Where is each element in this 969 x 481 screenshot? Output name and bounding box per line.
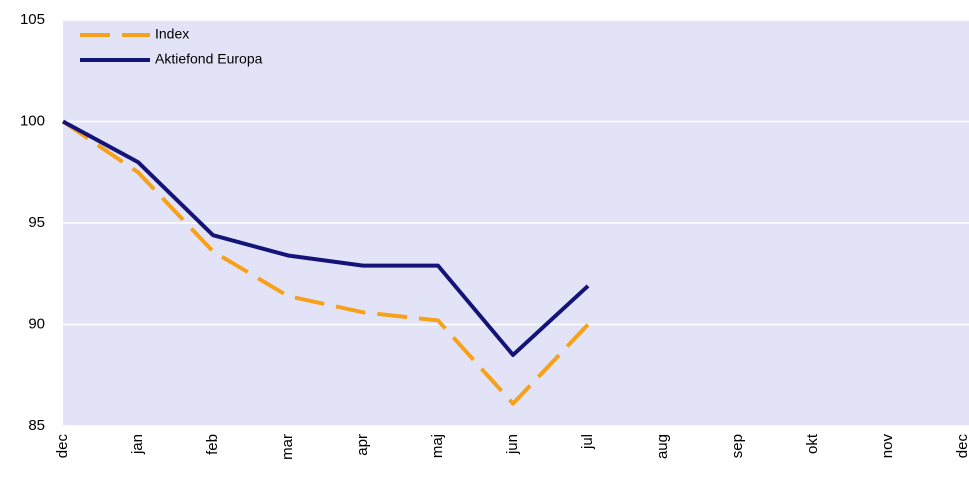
legend-label: Aktiefond Europa [155, 51, 263, 67]
x-tick-label: jan [129, 434, 146, 455]
legend-label: Index [155, 26, 189, 42]
y-tick-label: 90 [28, 315, 45, 332]
y-tick-label: 85 [28, 417, 45, 434]
x-tick-label: apr [354, 434, 371, 456]
x-tick-label: nov [879, 434, 896, 459]
x-tick-label: aug [654, 434, 671, 459]
x-tick-label: jul [579, 434, 596, 450]
x-tick-label: mar [279, 434, 296, 460]
y-tick-label: 100 [20, 112, 45, 129]
x-tick-label: dec [954, 434, 969, 459]
series-line [62, 119, 590, 357]
y-tick-label: 95 [28, 214, 45, 231]
x-tick-label: dec [54, 434, 71, 459]
x-tick-label: okt [804, 433, 821, 454]
x-tick-label: jun [504, 434, 521, 455]
x-tick-label: feb [204, 434, 221, 455]
y-tick-label: 105 [20, 11, 45, 28]
x-tick-label: maj [429, 434, 446, 458]
series-line [61, 119, 590, 406]
x-tick-label: sep [729, 434, 746, 458]
